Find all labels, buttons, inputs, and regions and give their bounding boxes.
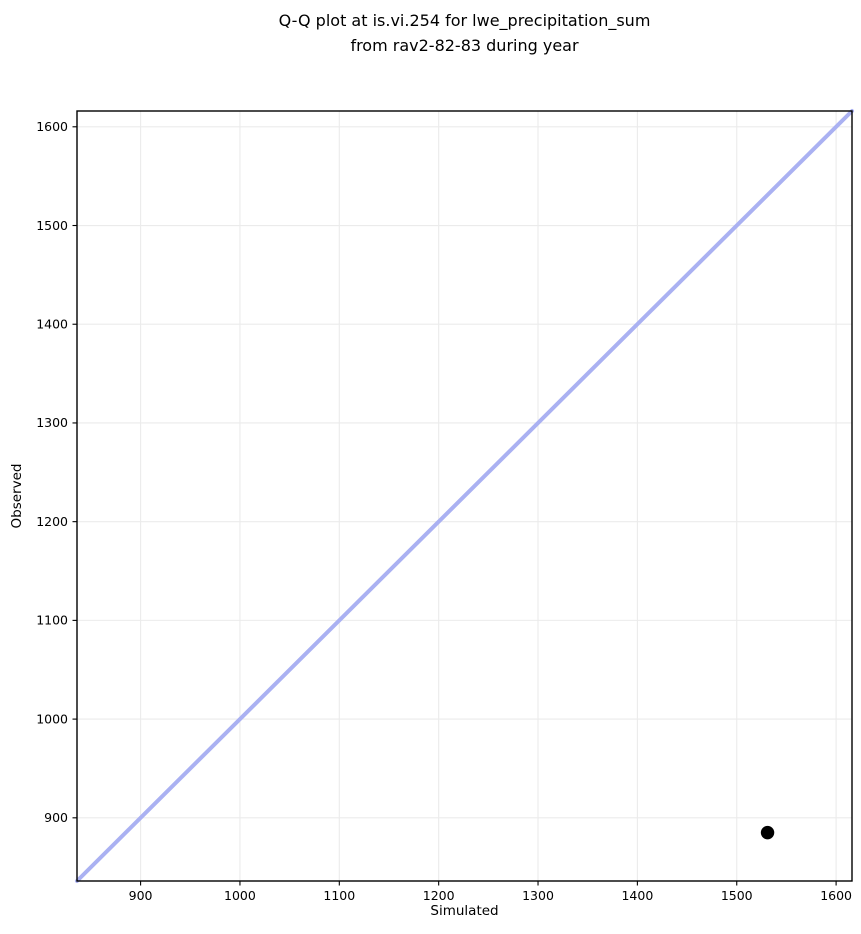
y-tick-label: 900 (44, 810, 68, 825)
x-tick-label: 900 (129, 888, 153, 903)
chart-title: Q-Q plot at is.vi.254 for lwe_precipitat… (77, 8, 852, 58)
y-tick-label: 1000 (36, 711, 68, 726)
x-tick-label: 1100 (323, 888, 355, 903)
x-tick-label: 1600 (820, 888, 852, 903)
x-tick-label: 1500 (721, 888, 753, 903)
identity-line (75, 109, 854, 883)
x-tick-label: 1000 (224, 888, 256, 903)
data-point (760, 825, 775, 840)
chart-title-line2: from rav2-82-83 during year (350, 36, 579, 55)
x-axis-label: Simulated (430, 903, 499, 919)
y-tick-label: 1300 (36, 415, 68, 430)
y-tick-label: 1500 (36, 218, 68, 233)
y-tick-label: 1600 (36, 119, 68, 134)
chart-title-line1: Q-Q plot at is.vi.254 for lwe_precipitat… (278, 11, 651, 30)
y-tick-label: 1100 (36, 613, 68, 628)
x-tick-label: 1300 (522, 888, 554, 903)
x-tick-label: 1400 (621, 888, 653, 903)
y-tick-label: 1400 (36, 317, 68, 332)
x-tick-label: 1200 (423, 888, 455, 903)
y-tick-label: 1200 (36, 514, 68, 529)
axes-spines (76, 110, 853, 882)
y-axis-label: Observed (9, 463, 25, 529)
